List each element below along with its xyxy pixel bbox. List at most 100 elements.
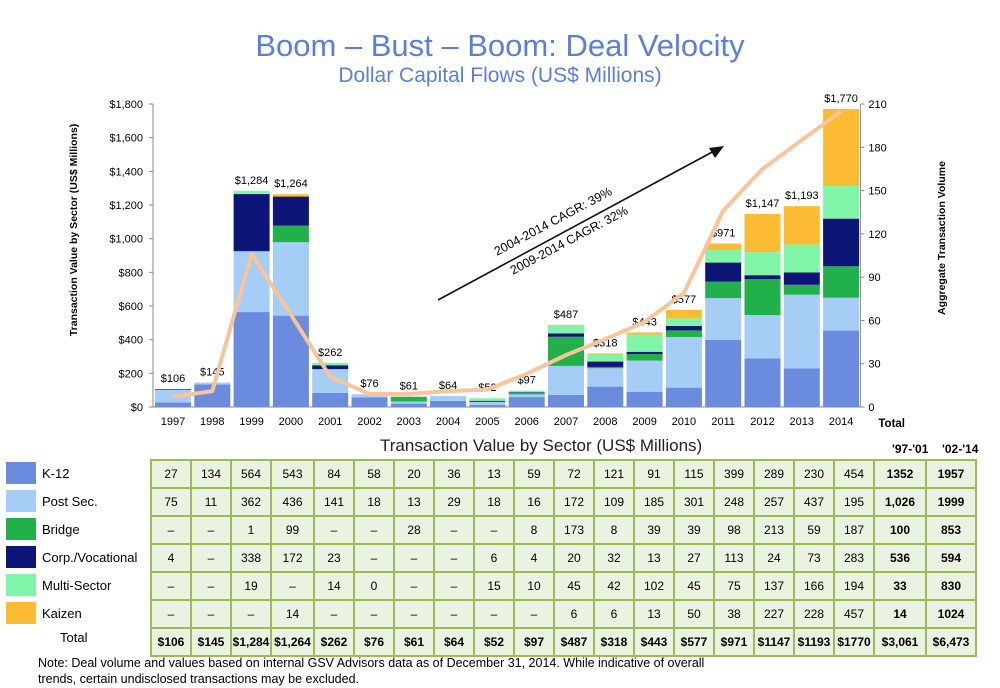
legend-label: Multi-Sector — [42, 577, 112, 593]
legend-label: Corp./Vocational — [42, 549, 138, 565]
bar-segment — [312, 369, 349, 393]
bar-segment — [626, 391, 663, 407]
bar-segment — [665, 325, 702, 331]
table-cell: 853 — [925, 515, 977, 545]
table-cell: 14 — [873, 599, 927, 629]
table-cell: 102 — [633, 571, 675, 601]
bar-segment — [705, 339, 742, 407]
legend-item: Corp./Vocational — [6, 543, 137, 571]
left-tick-label: $1,400 — [109, 166, 143, 178]
table-cell: 338 — [230, 543, 272, 573]
table-cell: 16 — [513, 487, 555, 517]
bar-total-label: $487 — [554, 309, 578, 321]
bar-segment — [508, 393, 545, 395]
right-tick-label: 120 — [868, 229, 886, 241]
bar-segment — [155, 389, 191, 390]
table-cell: 59 — [793, 515, 835, 545]
table-cell: 1957 — [925, 459, 977, 489]
bar-segment — [390, 403, 427, 407]
x-tick-label: 2002 — [357, 416, 381, 428]
table-cell: – — [353, 599, 395, 629]
bar-segment — [783, 272, 820, 285]
bar-segment — [783, 368, 820, 407]
table-cell: $52 — [473, 627, 515, 657]
table-cell: 172 — [270, 543, 315, 573]
volume-line — [172, 109, 843, 399]
table-cell: – — [190, 515, 232, 545]
table-cell: – — [513, 599, 555, 629]
table-row: – –19–14 0– –15 10 45 42 102 45 75 137 166 194 33 830 — [150, 571, 977, 601]
table-cell: 72 — [553, 459, 595, 489]
x-tick-label: 2014 — [829, 416, 853, 428]
x-tick-label: 2003 — [397, 416, 421, 428]
bar-segment — [665, 330, 702, 337]
bar-segment — [783, 206, 820, 245]
table-cell: 194 — [833, 571, 875, 601]
table-cell: 113 — [713, 543, 755, 573]
table-cell: – — [473, 515, 515, 545]
x-tick-label: 2012 — [750, 416, 774, 428]
bar-segment — [783, 284, 820, 295]
bar-segment — [430, 396, 467, 401]
left-tick-label: $400 — [119, 335, 143, 347]
bar-segment — [626, 353, 663, 361]
bar-segment — [587, 361, 624, 367]
bar-segment — [587, 386, 624, 407]
x-tick-label: 1999 — [239, 416, 263, 428]
table-cell: 536 — [873, 543, 927, 573]
bar-segment — [823, 266, 860, 298]
bar-segment — [272, 242, 309, 316]
table-cell: 289 — [753, 459, 795, 489]
table-cell: $487 — [553, 627, 595, 657]
x-tick-label: 1998 — [200, 416, 224, 428]
legend-label: Kaizen — [42, 605, 82, 621]
table-cell: 58 — [353, 459, 395, 489]
bar-segment — [626, 332, 663, 335]
legend-label: Bridge — [42, 521, 80, 537]
bar-segment — [744, 279, 781, 316]
x-tick-label: 2008 — [593, 416, 617, 428]
table-cell: 362 — [230, 487, 272, 517]
table-cell: $1147 — [753, 627, 795, 657]
table-cell: 543 — [270, 459, 315, 489]
table-cell: – — [433, 543, 475, 573]
table-cell: $3,061 — [873, 627, 927, 657]
table-cell: 38 — [713, 599, 755, 629]
right-tick-label: 30 — [868, 359, 880, 371]
table-cell: 6 — [473, 543, 515, 573]
left-tick-label: $1,000 — [109, 234, 143, 246]
table-cell: 20 — [393, 459, 435, 489]
bar-segment — [469, 400, 506, 402]
table-cell: 166 — [793, 571, 835, 601]
table-cell: 283 — [833, 543, 875, 573]
table-cell: – — [190, 543, 232, 573]
table-cell: 73 — [793, 543, 835, 573]
table-cell: 13 — [473, 459, 515, 489]
x-tick-label: 2001 — [318, 416, 342, 428]
table-cell: $6,473 — [925, 627, 977, 657]
table-cell: 8 — [513, 515, 555, 545]
table-cell: – — [150, 599, 192, 629]
table-cell: 45 — [673, 571, 715, 601]
table-cell: 248 — [713, 487, 755, 517]
table-cell: 4 — [150, 543, 192, 573]
table-cell: 13 — [633, 599, 675, 629]
bar-total-label: $262 — [318, 347, 342, 359]
bar-segment — [312, 392, 349, 407]
legend-swatch — [6, 602, 36, 624]
legend: K-12 Post Sec. Bridge Corp./Vocational Multi… — [6, 459, 137, 627]
legend-item: Kaizen — [6, 599, 137, 627]
table-cell: 24 — [753, 543, 795, 573]
table-cell: – — [473, 599, 515, 629]
table-cell: – — [190, 599, 232, 629]
bar-segment — [783, 294, 820, 369]
bar-total-label: $1,147 — [746, 198, 780, 210]
table-cell: – — [433, 571, 475, 601]
right-tick-label: 150 — [868, 186, 886, 198]
bar-segment — [508, 397, 545, 407]
table-cell: – — [353, 515, 395, 545]
table-cell: $577 — [673, 627, 715, 657]
x-tick-label: 2006 — [514, 416, 538, 428]
table-cell: $318 — [593, 627, 635, 657]
bar-segment — [508, 390, 545, 393]
